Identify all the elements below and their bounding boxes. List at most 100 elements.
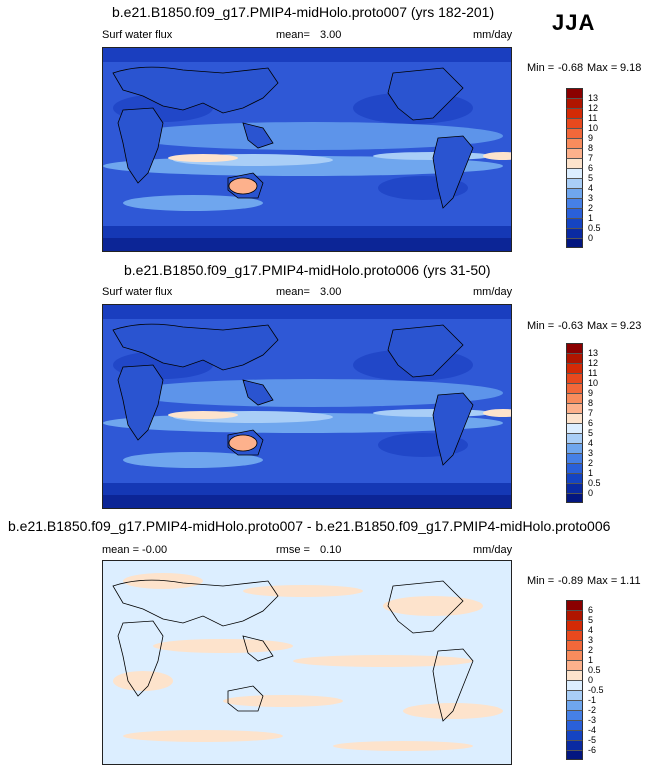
- panel-2-min-label: Min =: [527, 320, 555, 332]
- panel-2-mean-label: mean=: [276, 286, 310, 298]
- colorbar-swatch: [566, 393, 583, 403]
- colorbar-swatch: [566, 433, 583, 443]
- colorbar-swatch: [566, 493, 583, 503]
- panel-2-map-svg: [103, 305, 511, 508]
- panel-2-max-value: 9.23: [620, 320, 642, 332]
- panel-3-units: mm/day: [473, 544, 513, 556]
- panel-1-variable-label: Surf water flux: [102, 29, 173, 41]
- colorbar-swatch: [566, 473, 583, 483]
- colorbar-swatch: [566, 630, 583, 640]
- colorbar-tick-label: 3: [588, 448, 594, 458]
- colorbar-tick-label: 0: [588, 488, 594, 498]
- colorbar-swatch: [566, 660, 583, 670]
- colorbar-tick-label: 8: [588, 143, 594, 153]
- colorbar-swatch: [566, 730, 583, 740]
- colorbar-swatch: [566, 98, 583, 108]
- colorbar-swatch: [566, 168, 583, 178]
- colorbar-swatch: [566, 178, 583, 188]
- panel-1-min-label: Min =: [527, 62, 555, 74]
- panel-2-title: b.e21.B1850.f09_g17.PMIP4-midHolo.proto0…: [124, 262, 491, 278]
- panel-1-min-value: -0.68: [558, 62, 584, 74]
- colorbar-tick-label: 6: [588, 163, 594, 173]
- colorbar-swatch: [566, 453, 583, 463]
- colorbar-swatch: [566, 188, 583, 198]
- colorbar-tick-label: 1: [588, 655, 594, 665]
- colorbar-swatch: [566, 158, 583, 168]
- colorbar-tick-label: 4: [588, 625, 594, 635]
- colorbar-tick-label: 2: [588, 458, 594, 468]
- colorbar-tick-label: 0: [588, 675, 594, 685]
- colorbar-tick-label: 7: [588, 153, 594, 163]
- colorbar-tick-label: 10: [588, 378, 599, 388]
- colorbar-swatch: [566, 238, 583, 248]
- panel-1-max-value: 9.18: [620, 62, 642, 74]
- colorbar-tick-label: 3: [588, 193, 594, 203]
- colorbar-swatch: [566, 198, 583, 208]
- colorbar-tick-label: 11: [588, 113, 598, 123]
- colorbar-swatch: [566, 228, 583, 238]
- colorbar-tick-label: 13: [588, 93, 599, 103]
- colorbar-tick-label: -2: [588, 705, 597, 715]
- colorbar-tick-label: 3: [588, 635, 594, 645]
- colorbar-swatch: [566, 383, 583, 393]
- colorbar-tick-label: 5: [588, 428, 594, 438]
- colorbar-tick-label: 9: [588, 133, 594, 143]
- panel-3-max-label: Max =: [587, 575, 618, 587]
- colorbar-swatch: [566, 750, 583, 760]
- panel-3-title: b.e21.B1850.f09_g17.PMIP4-midHolo.proto0…: [8, 518, 611, 534]
- colorbar-swatch: [566, 650, 583, 660]
- panel-1-title: b.e21.B1850.f09_g17.PMIP4-midHolo.proto0…: [112, 4, 495, 20]
- panel-1-mean-label: mean=: [276, 29, 310, 41]
- colorbar-swatch: [566, 363, 583, 373]
- colorbar-tick-label: -1: [588, 695, 597, 705]
- colorbar-swatch: [566, 138, 583, 148]
- colorbar-swatch: [566, 118, 583, 128]
- colorbar-tick-label: 4: [588, 438, 594, 448]
- colorbar-swatch: [566, 463, 583, 473]
- colorbar-tick-label: -0.5: [588, 685, 604, 695]
- panel-2-map: [102, 304, 512, 509]
- panel-3-map: [102, 560, 512, 765]
- colorbar-tick-label: 0: [588, 233, 594, 243]
- colorbar-tick-label: 5: [588, 173, 594, 183]
- colorbar-swatch: [566, 720, 583, 730]
- colorbar-tick-label: -4: [588, 725, 597, 735]
- panel-3-colorbar: 6 5 4 3 2 1 0.5 0 -0.5 -1 -2 -3 -4 -5 -6: [566, 600, 626, 760]
- colorbar-tick-label: 0.5: [588, 478, 601, 488]
- colorbar-tick-label: 4: [588, 183, 594, 193]
- colorbar-swatch: [566, 343, 583, 353]
- panel-3-map-svg: [103, 561, 511, 764]
- colorbar-tick-label: 2: [588, 645, 594, 655]
- colorbar-swatch: [566, 108, 583, 118]
- panel-1-map-svg: [103, 48, 511, 251]
- season-label: JJA: [552, 10, 596, 35]
- colorbar-swatch: [566, 710, 583, 720]
- colorbar-tick-label: 8: [588, 398, 594, 408]
- panel-1-mean-value: 3.00: [320, 29, 342, 41]
- colorbar-swatch: [566, 353, 583, 363]
- colorbar-swatch: [566, 413, 583, 423]
- panel-2-mean-value: 3.00: [320, 286, 342, 298]
- colorbar-tick-label: 2: [588, 203, 594, 213]
- colorbar-swatch: [566, 680, 583, 690]
- colorbar-tick-label: 0.5: [588, 223, 601, 233]
- panel-3-mean-text: mean = -0.00: [102, 544, 168, 556]
- colorbar-swatch: [566, 443, 583, 453]
- colorbar-swatch: [566, 373, 583, 383]
- panel-3-rmse-value: 0.10: [320, 544, 342, 556]
- colorbar-tick-label: 7: [588, 408, 594, 418]
- colorbar-tick-label: 12: [588, 103, 599, 113]
- colorbar-swatch: [566, 690, 583, 700]
- colorbar-swatch: [566, 640, 583, 650]
- colorbar-tick-label: 6: [588, 605, 594, 615]
- panel-2-max-label: Max =: [587, 320, 618, 332]
- panel-1-units: mm/day: [473, 29, 513, 41]
- colorbar-swatch: [566, 670, 583, 680]
- panel-3-rmse-label: rmse =: [276, 544, 310, 556]
- colorbar-tick-label: 5: [588, 615, 594, 625]
- colorbar-tick-label: 10: [588, 123, 599, 133]
- colorbar-tick-label: 9: [588, 388, 594, 398]
- panel-1-map: [102, 47, 512, 252]
- colorbar-swatch: [566, 208, 583, 218]
- colorbar-tick-label: -3: [588, 715, 597, 725]
